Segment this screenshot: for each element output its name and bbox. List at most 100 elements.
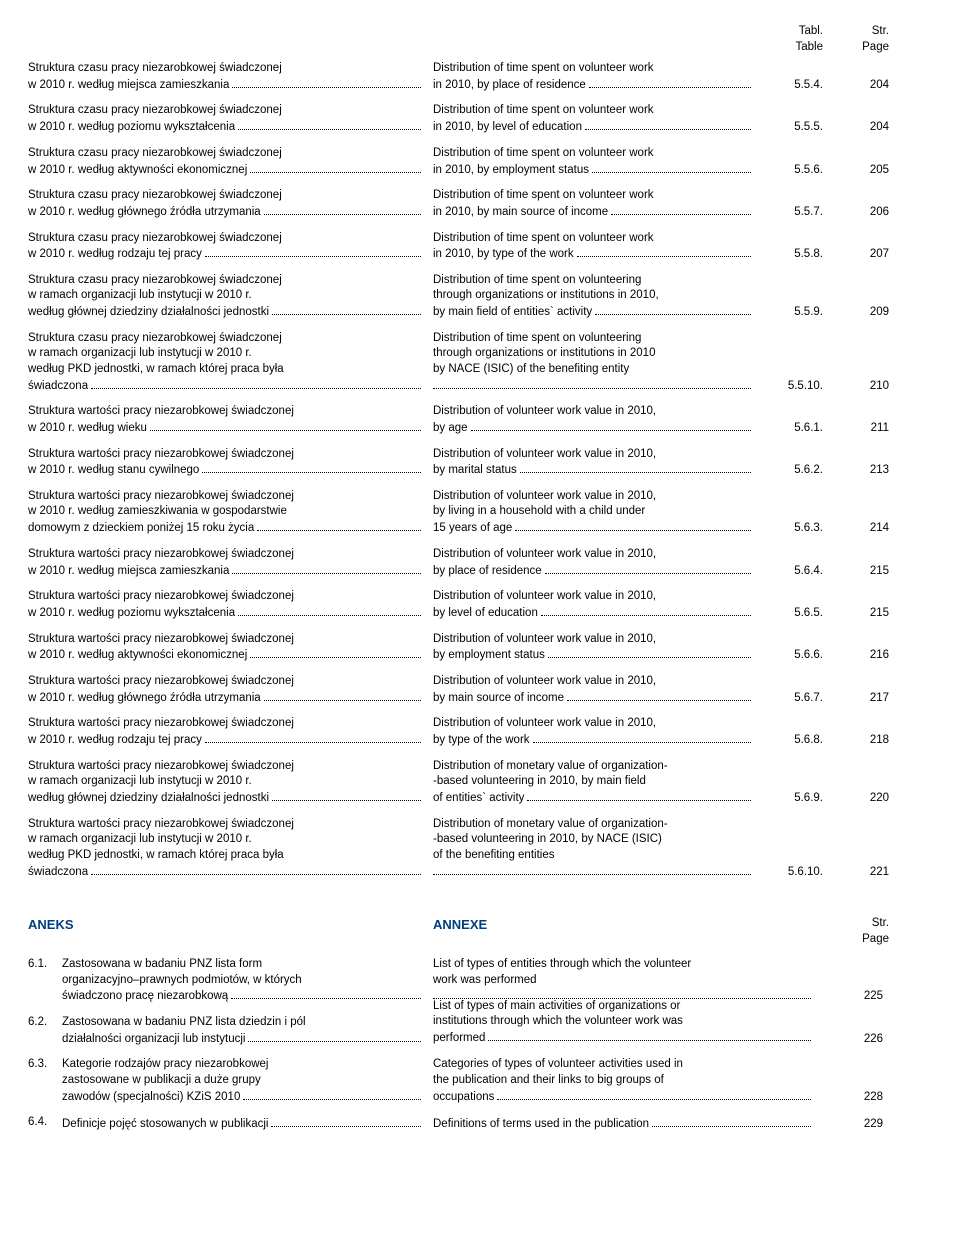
toc-text: świadczono pracę niezarobkową [62,989,228,1005]
toc-text: work was performed [433,973,537,989]
toc-text: Struktura wartości pracy niezarobkowej ś… [28,759,294,775]
table-number: 5.5.4. [763,61,829,93]
toc-text: Distribution of time spent on volunteer … [433,146,654,162]
header-page: Str.Page [829,24,895,55]
page-number: 206 [829,188,895,220]
toc-text: w 2010 r. według zamieszkiwania w gospod… [28,504,287,520]
toc-text: -based volunteering in 2010, by main fie… [433,774,646,790]
toc-row: Struktura wartości pracy niezarobkowej ś… [28,817,932,880]
toc-text: zastosowane w publikacji a duże grupy [62,1073,261,1089]
toc-text: według głównej dziedziny działalności je… [28,305,269,321]
toc-text: List of types of entities through which … [433,957,691,973]
toc-text: w 2010 r. według rodzaju tej pracy [28,733,202,749]
annex-row: 6.2.Zastosowana w badaniu PNZ lista dzie… [28,1015,932,1047]
toc-text: in 2010, by employment status [433,163,589,179]
annex-page-number: 225 [823,957,889,1005]
toc-text: Struktura wartości pracy niezarobkowej ś… [28,547,294,563]
toc-text: zawodów (specjalności) KZiS 2010 [62,1090,240,1106]
toc-text: Distribution of volunteer work value in … [433,447,656,463]
toc-text: Struktura wartości pracy niezarobkowej ś… [28,489,294,505]
toc-row: Struktura wartości pracy niezarobkowej ś… [28,589,932,621]
page-number: 221 [829,817,895,880]
leader-dots [91,377,421,388]
toc-text: the publication and their links to big g… [433,1073,664,1089]
leader-dots [515,520,751,531]
toc-row: Struktura wartości pracy niezarobkowej ś… [28,632,932,664]
toc-text: occupations [433,1090,494,1106]
toc-row: Struktura wartości pracy niezarobkowej ś… [28,759,932,807]
toc-text: według PKD jednostki, w ramach której pr… [28,362,284,378]
toc-text: Definitions of terms used in the publica… [433,1117,649,1133]
toc-text: Struktura wartości pracy niezarobkowej ś… [28,674,294,690]
toc-text: by employment status [433,648,545,664]
toc-text: Distribution of volunteer work value in … [433,589,656,605]
table-number: 5.5.8. [763,231,829,263]
page-number: 209 [829,273,895,321]
toc-text: działalności organizacji lub instytucji [62,1032,245,1048]
toc-row: Struktura wartości pracy niezarobkowej ś… [28,547,932,579]
toc-text: Distribution of volunteer work value in … [433,547,656,563]
toc-text: Struktura wartości pracy niezarobkowej ś… [28,716,294,732]
page-number: 220 [829,759,895,807]
toc-row: Struktura czasu pracy niezarobkowej świa… [28,331,932,394]
toc-text: organizacyjno–prawnych podmiotów, w któr… [62,973,302,989]
leader-dots [527,790,751,801]
toc-text: 15 years of age [433,521,512,537]
leader-dots [272,304,421,315]
toc-text: w 2010 r. według aktywności ekonomicznej [28,648,247,664]
leader-dots [471,420,751,431]
table-number: 5.6.5. [763,589,829,621]
leader-dots [232,562,421,573]
table-number: 5.6.8. [763,716,829,748]
toc-text: by type of the work [433,733,530,749]
toc-text: by living in a household with a child un… [433,504,645,520]
toc-text: by main field of entities` activity [433,305,592,321]
leader-dots [592,161,751,172]
toc-text: in 2010, by main source of income [433,205,608,221]
header-tabl: Tabl.Table [763,24,829,55]
annex-row: 6.1.Zastosowana w badaniu PNZ lista form… [28,957,932,1005]
toc-text: in 2010, by type of the work [433,247,574,263]
toc-text: w 2010 r. według stanu cywilnego [28,463,199,479]
toc-text: Definicje pojęć stosowanych w publikacji [62,1117,268,1133]
toc-text: w ramach organizacji lub instytucji w 20… [28,346,252,362]
toc-text: Struktura wartości pracy niezarobkowej ś… [28,447,294,463]
table-number: 5.6.7. [763,674,829,706]
table-number: 5.5.10. [763,331,829,394]
toc-text: Distribution of time spent on volunteer … [433,231,654,247]
page-number: 215 [829,547,895,579]
leader-dots [91,863,421,874]
page-number: 217 [829,674,895,706]
leader-dots [243,1088,421,1099]
page-number: 210 [829,331,895,394]
toc-text: Zastosowana w badaniu PNZ lista form [62,957,262,973]
leader-dots [264,689,421,700]
toc-text: Zastosowana w badaniu PNZ lista dziedzin… [62,1015,306,1031]
toc-row: Struktura czasu pracy niezarobkowej świa… [28,273,932,321]
annex-number: 6.2. [28,1015,62,1047]
toc-text: by marital status [433,463,517,479]
annex-page-number: 228 [823,1057,889,1105]
page-number: 205 [829,146,895,178]
table-number: 5.6.3. [763,489,829,537]
table-number: 5.6.2. [763,447,829,479]
table-number: 5.6.1. [763,404,829,436]
leader-dots [272,790,421,801]
table-number: 5.6.6. [763,632,829,664]
toc-text: domowym z dzieckiem poniżej 15 roku życi… [28,521,254,537]
leader-dots [202,462,421,473]
leader-dots [497,1088,811,1099]
toc-text: Distribution of time spent on volunteer … [433,188,654,204]
page-number: 204 [829,103,895,135]
toc-text: według PKD jednostki, w ramach której pr… [28,848,284,864]
page-number: 204 [829,61,895,93]
toc-text: Struktura czasu pracy niezarobkowej świa… [28,331,282,347]
toc-text: by NACE (ISIC) of the benefiting entity [433,362,629,378]
toc-text: by place of residence [433,564,542,580]
toc-text: Struktura wartości pracy niezarobkowej ś… [28,632,294,648]
toc-row: Struktura czasu pracy niezarobkowej świa… [28,61,932,93]
toc-row: Struktura wartości pracy niezarobkowej ś… [28,404,932,436]
toc-row: Struktura czasu pracy niezarobkowej świa… [28,231,932,263]
toc-text: Distribution of volunteer work value in … [433,674,656,690]
leader-dots [533,732,751,743]
